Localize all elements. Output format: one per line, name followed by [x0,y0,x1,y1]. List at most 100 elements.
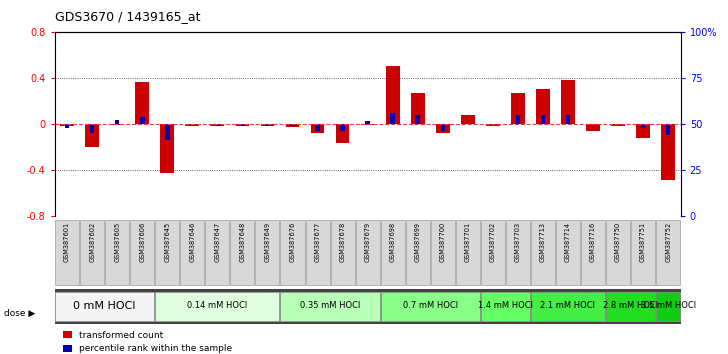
Bar [186,124,199,126]
Text: GSM387703: GSM387703 [515,222,521,262]
Bar [315,124,320,131]
Bar [336,124,349,143]
FancyBboxPatch shape [331,220,355,285]
FancyBboxPatch shape [230,220,255,285]
Bar [390,113,395,124]
Bar [636,124,650,138]
Text: GSM387750: GSM387750 [615,222,621,262]
Text: GSM387601: GSM387601 [64,222,70,262]
Text: GSM387677: GSM387677 [314,222,320,262]
FancyBboxPatch shape [55,289,681,324]
Text: GSM387716: GSM387716 [590,222,596,262]
Bar [236,124,249,126]
Bar [461,115,475,124]
Text: 2.1 mM HOCl: 2.1 mM HOCl [540,301,596,310]
Bar [666,124,670,135]
Text: 2.8 mM HOCl: 2.8 mM HOCl [603,301,658,310]
Text: GSM387713: GSM387713 [540,222,546,262]
FancyBboxPatch shape [280,220,304,285]
Bar [486,124,499,126]
FancyBboxPatch shape [656,292,680,321]
Bar [160,124,174,173]
Bar [311,124,325,133]
Text: 0.7 mM HOCl: 0.7 mM HOCl [403,301,458,310]
Bar [165,124,170,140]
Bar [240,124,245,126]
FancyBboxPatch shape [355,220,380,285]
Bar [641,124,645,129]
Bar [612,124,625,126]
Text: GSM387699: GSM387699 [415,222,421,262]
FancyBboxPatch shape [205,220,229,285]
Bar [65,124,69,129]
FancyBboxPatch shape [105,220,130,285]
Bar [541,115,545,124]
Bar [90,124,95,133]
FancyBboxPatch shape [631,220,655,285]
FancyBboxPatch shape [405,220,430,285]
FancyBboxPatch shape [431,220,455,285]
Bar [341,124,345,131]
FancyBboxPatch shape [581,220,605,285]
Bar [586,124,600,131]
Bar [440,124,445,131]
Bar [285,124,299,127]
Text: GSM387648: GSM387648 [240,222,245,262]
Bar [261,124,274,126]
Bar [111,124,124,125]
FancyBboxPatch shape [155,220,179,285]
Bar [290,124,295,126]
Bar [140,117,144,124]
Text: 1.4 mM HOCl: 1.4 mM HOCl [478,301,533,310]
Text: GSM387679: GSM387679 [365,222,371,262]
Legend: transformed count, percentile rank within the sample: transformed count, percentile rank withi… [59,327,236,354]
Text: 0.35 mM HOCl: 0.35 mM HOCl [300,301,360,310]
Text: GSM387751: GSM387751 [640,222,646,262]
Bar [215,124,220,126]
Bar [60,124,74,126]
Bar [115,120,119,124]
Bar [566,115,570,124]
Bar [436,124,450,133]
FancyBboxPatch shape [55,220,79,285]
FancyBboxPatch shape [480,292,530,321]
FancyBboxPatch shape [506,220,530,285]
FancyBboxPatch shape [155,292,280,321]
Bar [210,124,224,126]
FancyBboxPatch shape [606,220,630,285]
Text: GSM387700: GSM387700 [440,222,446,262]
Bar [265,124,269,126]
Text: GSM387701: GSM387701 [464,222,471,262]
FancyBboxPatch shape [656,220,680,285]
Text: GSM387645: GSM387645 [165,222,170,262]
FancyBboxPatch shape [556,220,580,285]
Text: 3.5 mM HOCl: 3.5 mM HOCl [641,301,696,310]
Text: GSM387605: GSM387605 [114,222,120,262]
Text: dose ▶: dose ▶ [4,309,35,318]
Text: GSM387678: GSM387678 [339,222,346,262]
FancyBboxPatch shape [80,220,104,285]
Bar [361,124,374,125]
FancyBboxPatch shape [55,292,154,321]
Bar [365,121,370,124]
Text: GSM387646: GSM387646 [189,222,195,262]
FancyBboxPatch shape [256,220,280,285]
Text: GSM387698: GSM387698 [389,222,396,262]
Bar [411,93,424,124]
Bar [135,82,149,124]
Bar [416,115,420,124]
Text: GSM387752: GSM387752 [665,222,671,262]
FancyBboxPatch shape [531,292,605,321]
Bar [386,66,400,124]
FancyBboxPatch shape [381,220,405,285]
Bar [511,93,525,124]
Bar [85,124,99,147]
Text: 0.14 mM HOCl: 0.14 mM HOCl [187,301,248,310]
FancyBboxPatch shape [480,220,505,285]
FancyBboxPatch shape [606,292,655,321]
Text: GSM387714: GSM387714 [565,222,571,262]
Bar [515,115,520,124]
Text: GSM387602: GSM387602 [89,222,95,262]
Bar [661,124,675,180]
Text: 0 mM HOCl: 0 mM HOCl [74,301,136,311]
